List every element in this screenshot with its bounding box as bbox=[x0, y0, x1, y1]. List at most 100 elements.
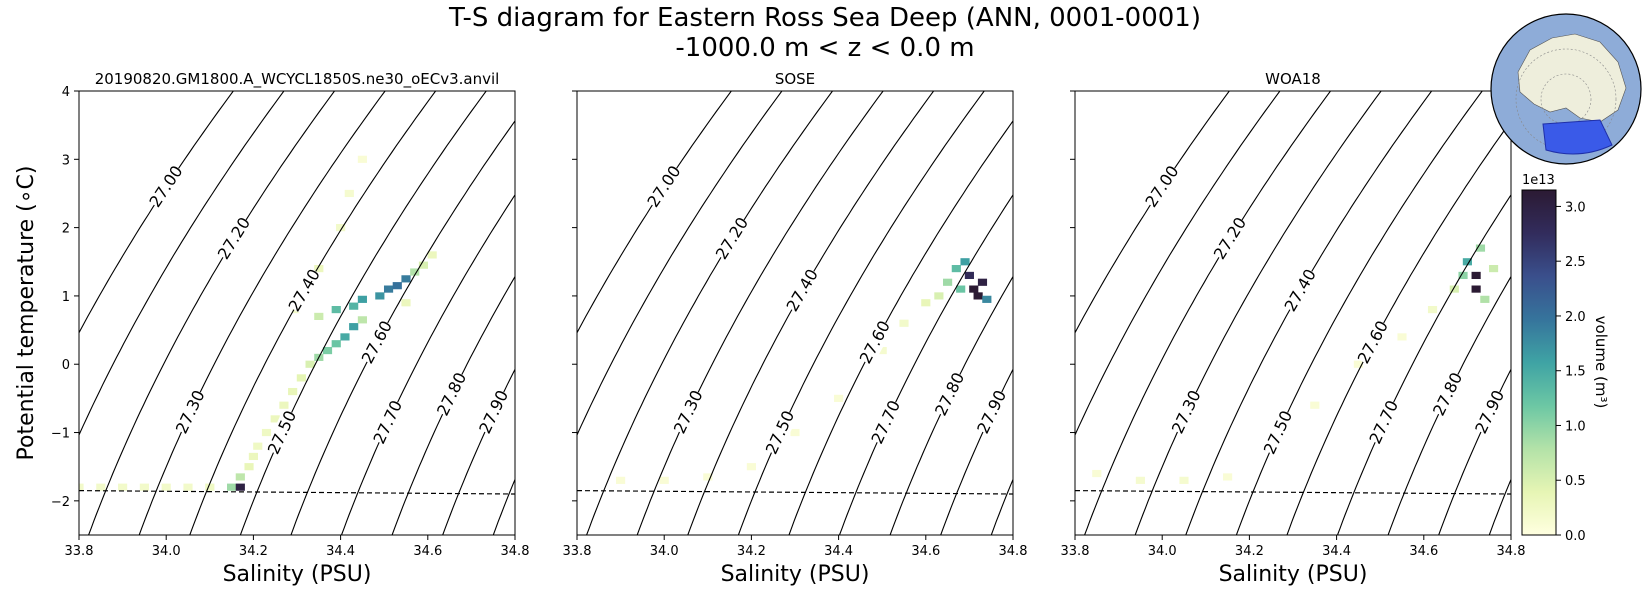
contour-label: 27.00 bbox=[643, 162, 684, 211]
density-contour-line bbox=[1286, 120, 1511, 535]
heatmap-cell bbox=[899, 319, 909, 327]
heatmap-cell bbox=[118, 483, 128, 491]
contour-label-bg bbox=[146, 163, 187, 210]
contour-label-bg bbox=[644, 163, 685, 210]
x-axis-label: Salinity (PSU) bbox=[223, 562, 372, 587]
contour-label: 27.60 bbox=[358, 317, 396, 366]
figure-title-line2: -1000.0 m < z < 0.0 m bbox=[675, 33, 975, 63]
heatmap-cell bbox=[383, 285, 394, 293]
heatmap-cell bbox=[331, 340, 341, 348]
figure-title-line1: T-S diagram for Eastern Ross Sea Deep (A… bbox=[449, 3, 1201, 33]
heatmap-cell bbox=[877, 346, 887, 355]
y-tick-label: 2 bbox=[62, 222, 70, 237]
heatmap-cell bbox=[235, 473, 245, 481]
inset-graticule bbox=[1540, 73, 1592, 125]
heatmap-cell bbox=[235, 483, 245, 491]
contour-label: 27.80 bbox=[931, 369, 968, 418]
contour-label: 27.00 bbox=[1141, 162, 1182, 211]
x-tick-label: 34.4 bbox=[326, 544, 355, 559]
plot-frame bbox=[1074, 90, 1512, 536]
heatmap-cell bbox=[969, 285, 979, 293]
panel-1: 27.0027.2027.3027.4027.5027.6027.7027.80… bbox=[51, 70, 530, 587]
contour-label-bg bbox=[1261, 408, 1296, 457]
density-contour-line bbox=[239, 91, 487, 535]
x-tick-label: 33.8 bbox=[65, 544, 94, 559]
heatmap-cell bbox=[248, 452, 258, 461]
heatmap-cell bbox=[1092, 469, 1102, 478]
heatmap-cell bbox=[96, 483, 106, 491]
contour-label-bg bbox=[358, 318, 396, 367]
density-contour-line bbox=[1134, 91, 1382, 535]
contour-label-bg bbox=[671, 388, 707, 436]
heatmap-cell bbox=[956, 285, 966, 293]
heatmap-cell bbox=[227, 483, 237, 491]
heatmap-cell bbox=[1135, 476, 1145, 484]
inset-graticule bbox=[1515, 48, 1617, 150]
heatmap-cell bbox=[1471, 285, 1481, 293]
density-contour-line bbox=[492, 477, 515, 535]
freezing-line bbox=[78, 490, 516, 495]
contour-label-bg bbox=[434, 370, 470, 419]
x-axis-label: Salinity (PSU) bbox=[721, 562, 870, 587]
x-tick-label: 34.4 bbox=[1322, 544, 1351, 559]
heatmap-cell bbox=[1471, 271, 1481, 280]
contour-label-bg bbox=[1430, 370, 1466, 419]
heatmap-cell bbox=[349, 323, 359, 331]
contour-label-bg bbox=[285, 266, 324, 315]
heatmap-cell bbox=[79, 483, 84, 491]
heatmap-cell bbox=[340, 333, 350, 341]
plot-frame bbox=[78, 90, 516, 536]
heatmap-cell bbox=[314, 265, 324, 273]
heatmap-cell bbox=[375, 292, 385, 300]
density-contour-line bbox=[88, 91, 335, 535]
heatmap-cell bbox=[253, 442, 263, 450]
density-contour-line bbox=[442, 368, 515, 535]
x-tick-label: 34.0 bbox=[650, 544, 679, 559]
heatmap-cell bbox=[1488, 265, 1499, 273]
contour-label-bg bbox=[173, 388, 209, 436]
heatmap-cell bbox=[331, 305, 341, 314]
density-contour-line bbox=[889, 275, 1013, 535]
heatmap-cell bbox=[659, 476, 669, 484]
heatmap-cell bbox=[746, 463, 756, 471]
heatmap-cell bbox=[349, 302, 359, 310]
density-contours: 27.0027.2027.3027.4027.5027.6027.7027.80… bbox=[79, 91, 515, 535]
density-contour-line bbox=[577, 91, 783, 437]
density-contour-line bbox=[577, 91, 732, 334]
heatmap-cell bbox=[205, 483, 215, 491]
contour-label-bg bbox=[974, 388, 1010, 436]
heatmap bbox=[616, 258, 992, 484]
heatmap-cell bbox=[1480, 295, 1490, 303]
heatmap-cell bbox=[183, 483, 193, 491]
heatmap-cell bbox=[982, 295, 992, 303]
inset-region-highlight bbox=[1542, 119, 1613, 155]
panel-title: SOSE bbox=[775, 70, 815, 88]
colorbar-tick-label: 1.5 bbox=[1565, 365, 1586, 380]
x-tick-label: 34.2 bbox=[737, 544, 766, 559]
y-tick-label: 3 bbox=[62, 153, 70, 168]
contour-label-bg bbox=[1211, 215, 1250, 262]
density-contour-line bbox=[1235, 91, 1483, 535]
colorbar-tick-label: 2.5 bbox=[1565, 255, 1586, 270]
freezing-line bbox=[576, 490, 1014, 495]
contour-label-bg bbox=[868, 398, 904, 447]
antarctica-landmass bbox=[1517, 33, 1627, 123]
density-contour-line bbox=[737, 91, 985, 535]
contour-label: 27.30 bbox=[1168, 387, 1205, 437]
x-tick-label: 34.0 bbox=[1148, 544, 1177, 559]
density-contour-line bbox=[586, 91, 833, 535]
colorbar: 0.0 0.5 1.0 1.5 2.0 2.5 3.0 1e13 volume (m³) bbox=[1521, 173, 1610, 544]
contour-label: 27.40 bbox=[285, 266, 324, 315]
contour-label-bg bbox=[763, 408, 798, 457]
contour-label-bg bbox=[1366, 398, 1402, 447]
contour-label-bg bbox=[783, 266, 822, 315]
heatmap-cell bbox=[1223, 473, 1233, 481]
density-contour-line bbox=[838, 193, 1013, 535]
x-axis-label: Salinity (PSU) bbox=[1219, 562, 1368, 587]
contour-label-bg bbox=[476, 388, 512, 436]
heatmap-cell bbox=[1310, 401, 1320, 409]
contour-label-bg bbox=[265, 408, 300, 457]
contour-label: 27.90 bbox=[475, 387, 512, 437]
heatmap-cell bbox=[921, 299, 931, 307]
